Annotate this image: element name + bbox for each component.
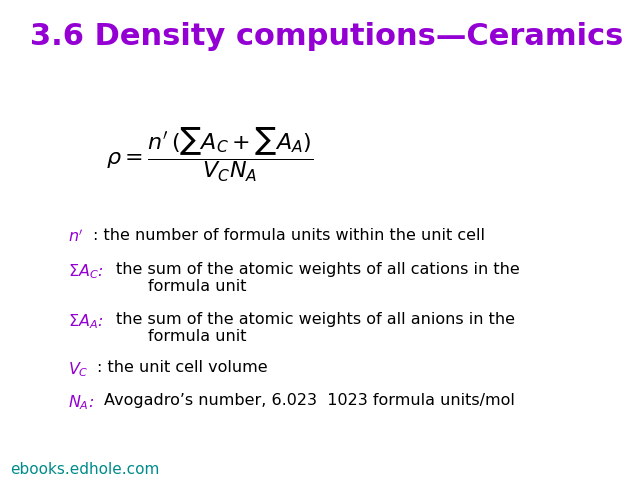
Text: : the number of formula units within the unit cell: : the number of formula units within the…: [93, 228, 485, 243]
Text: $n'$: $n'$: [68, 228, 84, 245]
Text: $\rho = \dfrac{n'\,(\sum A_C + \sum A_A)}{V_C N_A}$: $\rho = \dfrac{n'\,(\sum A_C + \sum A_A)…: [107, 125, 314, 184]
Text: formula unit: formula unit: [148, 279, 246, 294]
Text: ebooks.edhole.com: ebooks.edhole.com: [10, 462, 160, 477]
Text: $\Sigma A_A$:: $\Sigma A_A$:: [68, 312, 103, 331]
Text: the sum of the atomic weights of all anions in the: the sum of the atomic weights of all ani…: [116, 312, 515, 327]
Text: 3.6 Density computions—Ceramics: 3.6 Density computions—Ceramics: [30, 22, 623, 51]
Text: formula unit: formula unit: [148, 329, 246, 344]
Text: $\Sigma A_C$:: $\Sigma A_C$:: [68, 262, 103, 281]
Text: $V_C$: $V_C$: [68, 360, 89, 379]
Text: Avogadro’s number, 6.023  1023 formula units/mol: Avogadro’s number, 6.023 1023 formula un…: [104, 393, 515, 408]
Text: the sum of the atomic weights of all cations in the: the sum of the atomic weights of all cat…: [116, 262, 520, 277]
Text: : the unit cell volume: : the unit cell volume: [97, 360, 267, 375]
Text: $N_A$:: $N_A$:: [68, 393, 94, 411]
